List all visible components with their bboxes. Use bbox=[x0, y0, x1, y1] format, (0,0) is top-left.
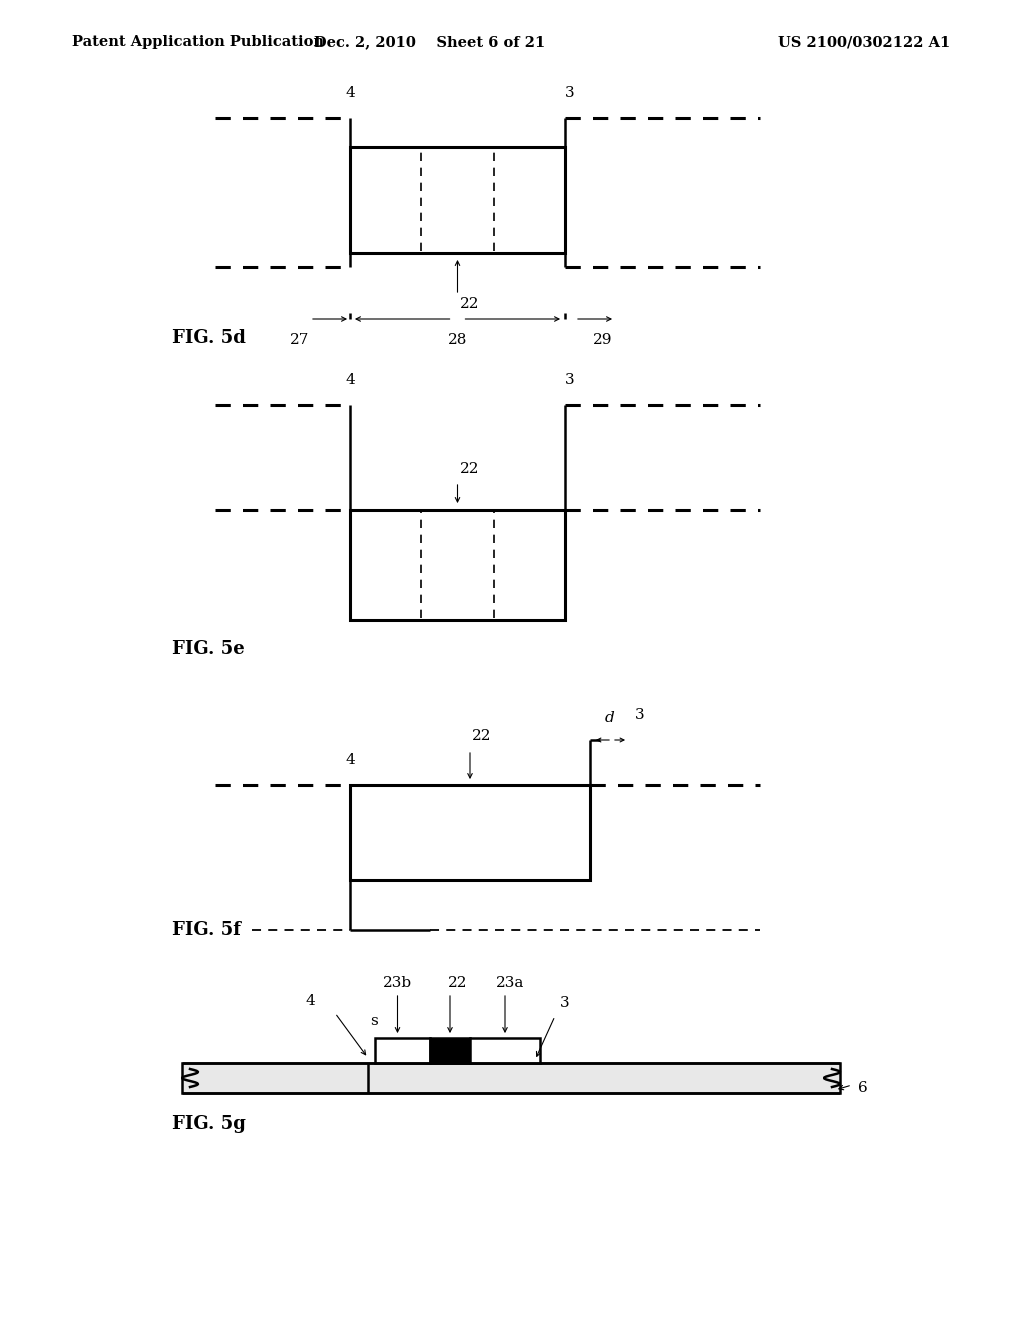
Bar bbox=[470, 1038, 540, 1063]
Text: d: d bbox=[605, 711, 614, 725]
Text: 22: 22 bbox=[472, 729, 492, 743]
Text: s: s bbox=[370, 1014, 378, 1028]
Bar bbox=[350, 785, 590, 880]
Text: 3: 3 bbox=[565, 374, 574, 387]
Bar bbox=[350, 510, 565, 620]
Text: 27: 27 bbox=[291, 333, 309, 347]
Text: 28: 28 bbox=[447, 333, 467, 347]
Text: 3: 3 bbox=[565, 86, 574, 100]
Text: 22: 22 bbox=[460, 297, 479, 312]
Text: 23a: 23a bbox=[496, 975, 524, 990]
Text: 4: 4 bbox=[305, 994, 314, 1008]
Text: 4: 4 bbox=[345, 752, 355, 767]
Text: 22: 22 bbox=[460, 462, 479, 477]
Text: 4: 4 bbox=[345, 86, 355, 100]
Text: 22: 22 bbox=[449, 975, 468, 990]
Bar bbox=[430, 1038, 470, 1063]
Text: 4: 4 bbox=[345, 374, 355, 387]
Text: FIG. 5g: FIG. 5g bbox=[172, 1115, 246, 1133]
Text: 6: 6 bbox=[858, 1081, 867, 1096]
Text: FIG. 5d: FIG. 5d bbox=[172, 329, 246, 347]
Text: 23b: 23b bbox=[383, 975, 412, 990]
Text: 29: 29 bbox=[593, 333, 612, 347]
Text: 3: 3 bbox=[635, 708, 645, 722]
Bar bbox=[350, 147, 565, 253]
Text: Dec. 2, 2010    Sheet 6 of 21: Dec. 2, 2010 Sheet 6 of 21 bbox=[314, 36, 546, 49]
Text: FIG. 5e: FIG. 5e bbox=[172, 640, 245, 657]
Text: 3: 3 bbox=[560, 997, 569, 1010]
Text: US 2100/0302122 A1: US 2100/0302122 A1 bbox=[778, 36, 950, 49]
Text: Patent Application Publication: Patent Application Publication bbox=[72, 36, 324, 49]
Bar bbox=[182, 1063, 840, 1093]
Text: FIG. 5f: FIG. 5f bbox=[172, 921, 241, 939]
Bar bbox=[375, 1038, 430, 1063]
